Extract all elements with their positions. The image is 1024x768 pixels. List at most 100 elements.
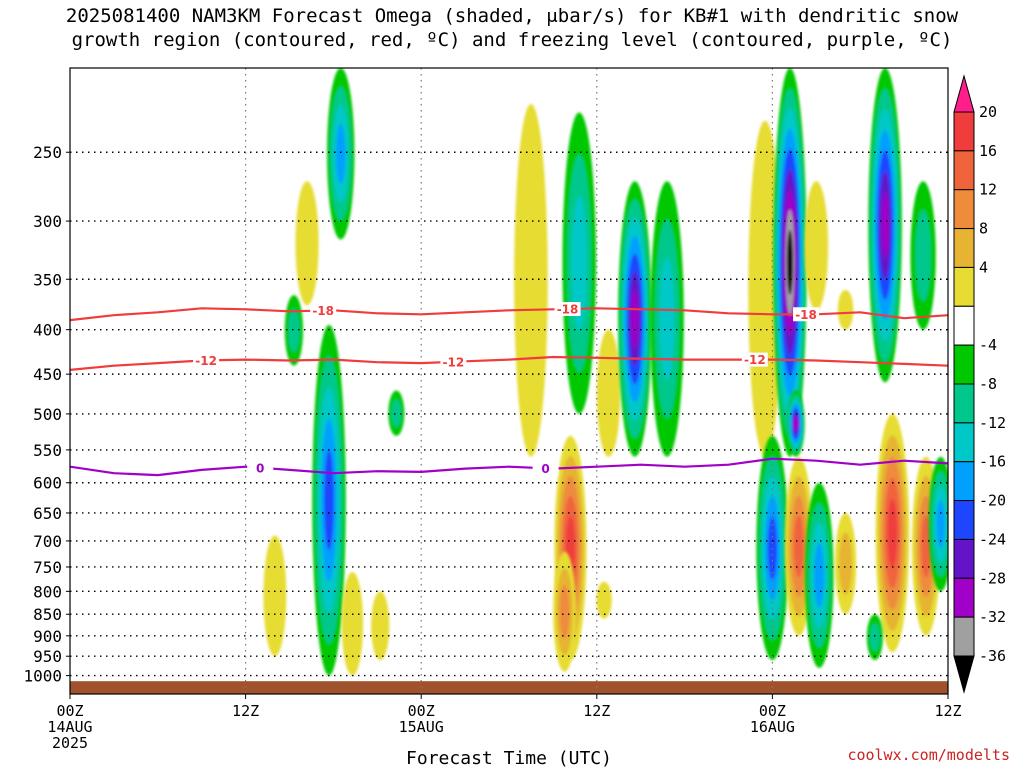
y-tick-label: 850 <box>33 605 62 624</box>
colorbar-band <box>953 577 975 618</box>
x-tick-label: 00Z <box>759 702 786 720</box>
omega-blob <box>312 324 346 676</box>
omega-blob <box>786 390 805 457</box>
omega-blob <box>910 181 936 330</box>
omega-blob <box>875 413 910 653</box>
omega-blob <box>388 390 405 436</box>
omega-level--28 <box>792 416 799 431</box>
omega-blob <box>371 591 390 661</box>
x-axis-label: Forecast Time (UTC) <box>406 748 612 768</box>
omega-level--28 <box>881 192 889 259</box>
omega-level--8 <box>288 308 300 353</box>
colorbar-tick-label: -32 <box>979 608 1006 626</box>
omega-blob <box>748 120 782 457</box>
y-tick-label: 650 <box>33 504 62 523</box>
y-tick-label: 500 <box>33 405 62 424</box>
omega-level-16 <box>921 515 931 578</box>
omega-blob <box>596 329 621 457</box>
contour-label: -12 <box>744 353 766 367</box>
y-tick-label: 550 <box>33 441 62 460</box>
contour-label-bg <box>193 353 220 368</box>
omega-level-4 <box>341 571 364 676</box>
colorbar-tick-label: -20 <box>979 492 1006 510</box>
omega-blob <box>804 181 829 311</box>
colorbar-band <box>953 111 975 152</box>
omega-level--8 <box>869 623 880 652</box>
omega-blob <box>284 295 304 366</box>
omega-blob <box>326 68 355 240</box>
contour-label-bg <box>741 352 768 367</box>
omega-blob <box>650 181 684 457</box>
omega-level-4 <box>596 329 621 457</box>
y-tick-label: 700 <box>33 532 62 551</box>
colorbar-band <box>953 228 975 268</box>
omega-blob <box>837 289 854 330</box>
contour-label-bg <box>440 354 467 369</box>
omega-blob <box>866 614 883 661</box>
colorbar-tick-label: -16 <box>979 453 1006 471</box>
contour-label-bg <box>532 461 559 476</box>
omega-blob <box>835 512 857 615</box>
colorbar-band <box>953 305 975 346</box>
contour-label-bg <box>310 303 337 318</box>
ground-band <box>70 681 948 694</box>
colorbar-band <box>953 383 975 424</box>
contour-line-0 <box>70 457 948 477</box>
colorbar-tick-label: 12 <box>979 181 997 199</box>
colorbar-tick-label: -4 <box>979 336 997 354</box>
omega-blob <box>868 68 902 383</box>
contour-label: -12 <box>443 355 465 369</box>
y-tick-label: 1000 <box>23 667 62 686</box>
omega-blob <box>928 456 948 592</box>
colorbar-band <box>953 538 975 579</box>
x-tick-label: 2025 <box>52 734 88 752</box>
omega-blob <box>773 68 807 457</box>
colorbar-band <box>953 266 975 307</box>
contour-label-bg <box>793 307 820 322</box>
omega-level--12 <box>571 196 587 331</box>
contour-label: 0 <box>541 462 549 476</box>
x-tick-label: 12Z <box>232 702 259 720</box>
colorbar-tick-label: -28 <box>979 569 1006 587</box>
colorbar-tick-label: 4 <box>979 258 988 276</box>
omega-blob <box>562 112 597 414</box>
contour-label-bg <box>247 460 274 475</box>
y-tick-label: 750 <box>33 558 62 577</box>
colorbar-tick-label: -12 <box>979 414 1006 432</box>
ground-layer <box>70 681 948 694</box>
omega-level-4 <box>748 120 782 457</box>
omega-blob <box>596 581 612 619</box>
temperature-contours: -18 -18 -18 -12 -12 -12 0 0 <box>70 301 948 477</box>
omega-level-4 <box>514 103 548 457</box>
omega-level--16 <box>936 500 945 548</box>
grid-lines <box>70 68 948 694</box>
contour-label-bg <box>554 301 581 316</box>
y-tick-label: 300 <box>33 212 62 231</box>
omega-blob <box>804 482 834 668</box>
plot-frame <box>69 67 949 695</box>
omega-level--8 <box>915 209 931 302</box>
colorbar-tick-label: -8 <box>979 375 997 393</box>
omega-blob <box>756 435 789 661</box>
omega-blob <box>553 551 577 672</box>
omega-level--8 <box>391 399 402 428</box>
contour-label: -18 <box>557 302 579 316</box>
omega-level-4 <box>804 181 829 311</box>
omega-level--16 <box>335 123 346 184</box>
colorbar-bottom-arrow <box>953 655 975 694</box>
chart-title-line2: growth region (contoured, red, ºC) and f… <box>71 29 953 51</box>
x-tick-label: 12Z <box>934 702 961 720</box>
colorbar-band <box>953 150 975 191</box>
colorbar-band <box>953 461 975 502</box>
credit-text: coolwx.com/modelts <box>847 746 1010 764</box>
colorbar: 20 16 12 8 4 -4 -8 -12 -16 -20 -24 -28 -32 -36 <box>953 74 1006 694</box>
omega-blob <box>341 571 364 676</box>
omega-level-4 <box>837 289 854 330</box>
y-tick-label: 600 <box>33 474 62 493</box>
colorbar-band <box>953 616 975 657</box>
x-tick-label: 12Z <box>583 702 610 720</box>
omega-level--20 <box>324 450 334 551</box>
y-tick-label: 250 <box>33 143 62 162</box>
omega-blob <box>514 103 548 457</box>
